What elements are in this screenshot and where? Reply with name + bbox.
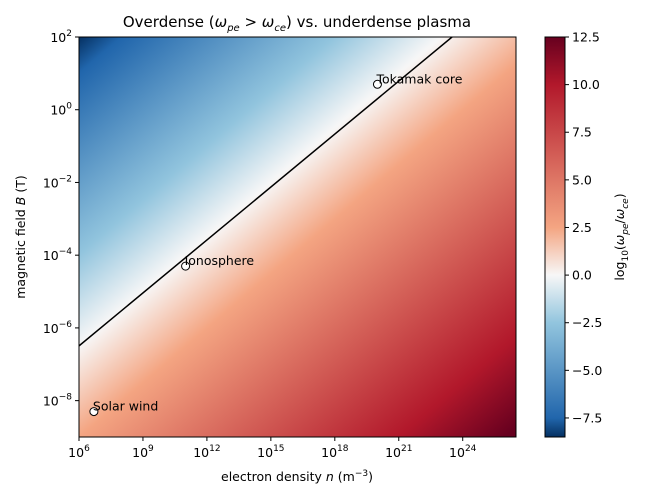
colorbar-tick-label: −7.5 bbox=[572, 410, 602, 425]
data-point bbox=[372, 79, 382, 89]
y-tick-label: 10−6 bbox=[43, 320, 72, 336]
colorbar-tick-label: 10.0 bbox=[572, 77, 600, 92]
colorbar-tick-label: 2.5 bbox=[572, 220, 592, 235]
colorbar-label: log10(ωpe/ωce) bbox=[612, 193, 631, 280]
point-label: Solar wind bbox=[93, 399, 158, 414]
x-tick-label: 106 bbox=[68, 444, 90, 460]
colorbar-tick-label: 7.5 bbox=[572, 125, 592, 140]
x-tick-label: 1012 bbox=[193, 444, 220, 460]
y-tick-label: 100 bbox=[50, 102, 72, 118]
y-axis-label: magnetic field B (T) bbox=[13, 175, 28, 299]
y-tick-label: 10−4 bbox=[43, 247, 72, 263]
point-label: Tokamak core bbox=[375, 71, 462, 86]
x-tick-label: 1018 bbox=[321, 444, 349, 460]
chart-title: Overdense (ωpe > ωce) vs. underdense pla… bbox=[123, 13, 471, 34]
colorbar bbox=[544, 36, 566, 438]
point-label: Ionosphere bbox=[185, 253, 255, 268]
y-tick-label: 10−2 bbox=[43, 174, 72, 190]
x-tick-label: 1021 bbox=[385, 444, 412, 460]
colorbar-tick-label: 12.5 bbox=[572, 30, 600, 45]
plot-frame bbox=[78, 36, 517, 438]
x-tick-label: 109 bbox=[132, 444, 154, 460]
data-point bbox=[181, 261, 191, 271]
y-tick-label: 102 bbox=[50, 29, 72, 45]
colorbar-tick-label: −5.0 bbox=[572, 363, 602, 378]
x-axis-label: electron density n (m−3) bbox=[221, 469, 373, 484]
data-point bbox=[89, 407, 99, 417]
y-tick-label: 10−8 bbox=[43, 393, 72, 409]
colorbar-tick-label: −2.5 bbox=[572, 315, 602, 330]
colorbar-tick-label: 5.0 bbox=[572, 172, 592, 187]
colorbar-tick-label: 0.0 bbox=[572, 268, 592, 283]
x-tick-label: 1024 bbox=[449, 444, 477, 460]
boundary-line bbox=[79, 37, 453, 347]
x-tick-label: 1015 bbox=[257, 444, 284, 460]
heatmap bbox=[79, 37, 516, 437]
